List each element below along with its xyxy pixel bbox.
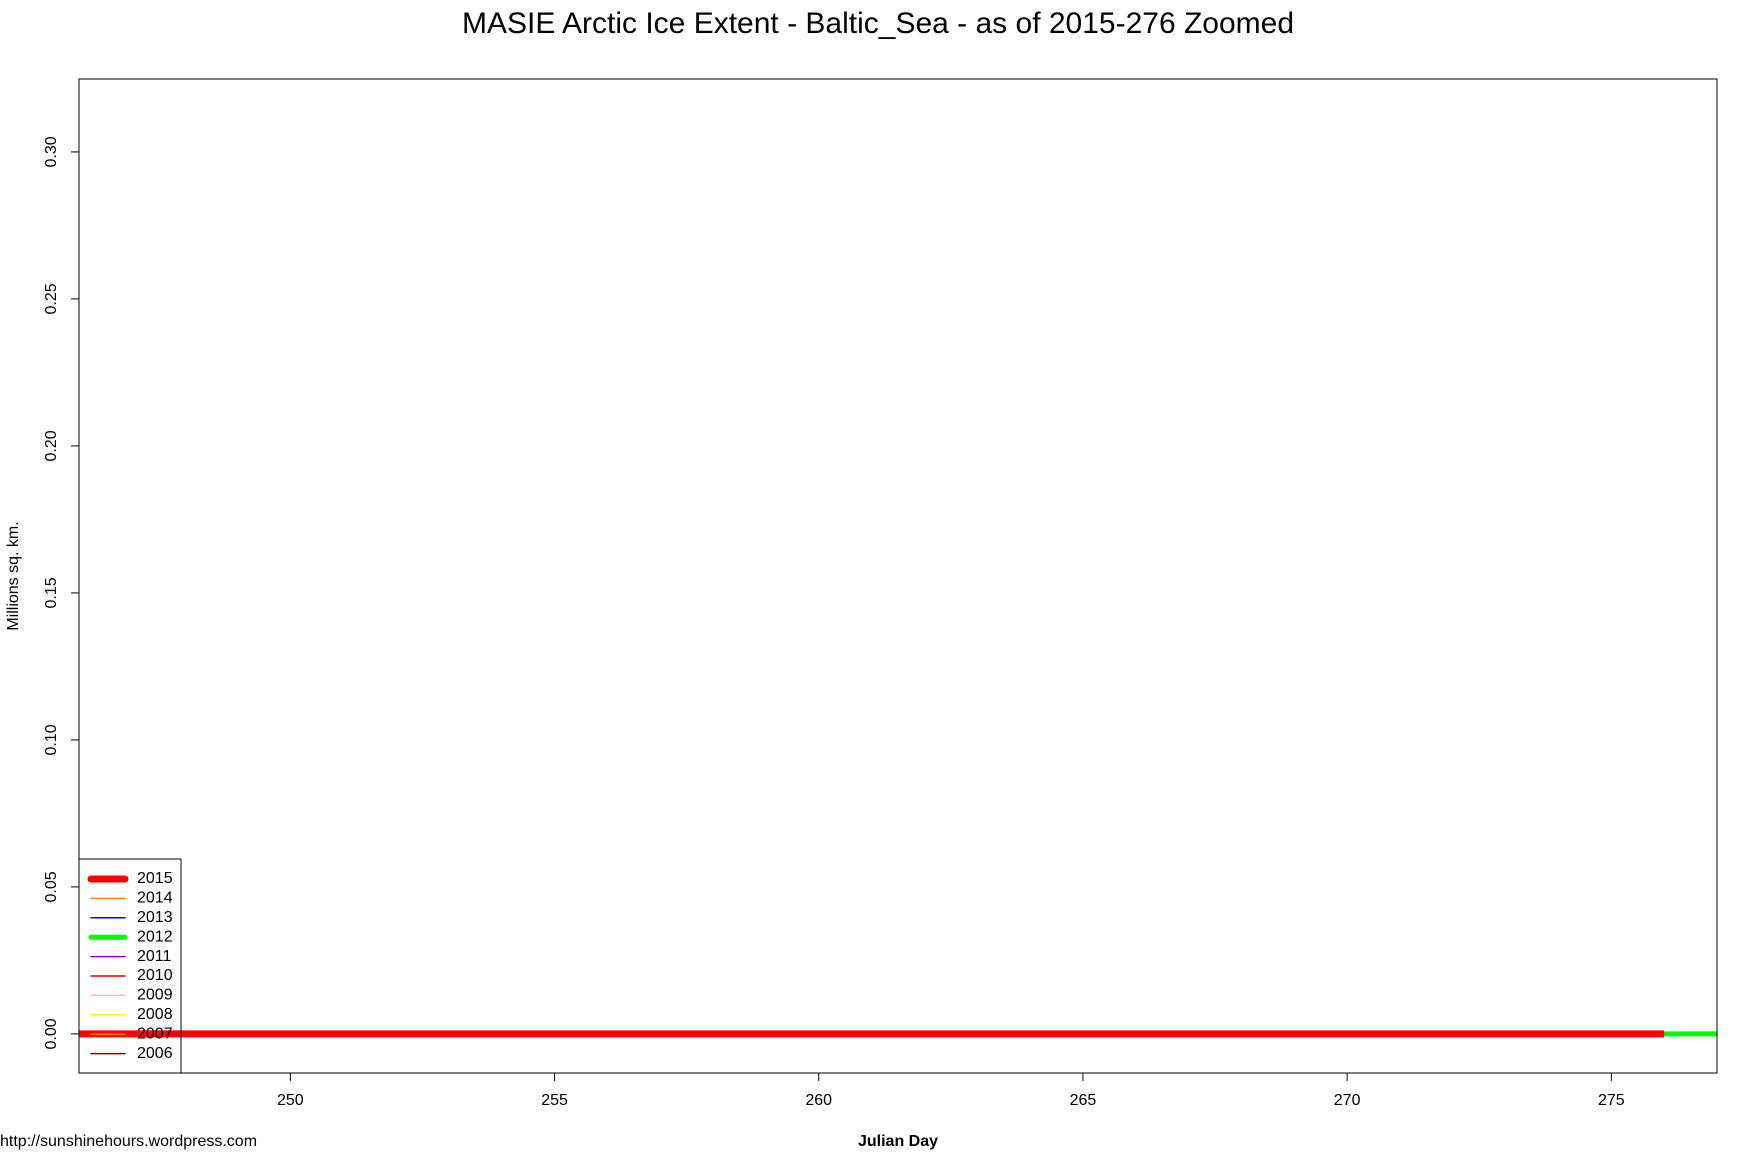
y-tick-label: 0.10 [43,724,60,755]
y-tick-label: 0.30 [43,136,60,167]
legend-label: 2012 [137,928,173,945]
y-tick-label: 0.20 [43,430,60,461]
y-tick-label: 0.05 [43,871,60,902]
legend-label: 2007 [137,1025,173,1042]
x-tick-label: 270 [1334,1092,1361,1109]
plot-frame [78,78,1718,1074]
chart-title: MASIE Arctic Ice Extent - Baltic_Sea - a… [462,7,1294,40]
legend-label: 2015 [137,870,173,887]
y-tick-label: 0.25 [43,283,60,314]
y-tick-label: 0.15 [43,577,60,608]
legend-label: 2011 [137,948,172,965]
x-tick-label: 250 [277,1092,304,1109]
legend-label: 2014 [137,890,173,907]
legend-label: 2010 [137,967,173,984]
legend-label: 2009 [137,987,173,1004]
legend-label: 2006 [137,1045,173,1062]
legend-label: 2013 [137,909,173,926]
source-note: http://sunshinehours.wordpress.com [0,1133,257,1150]
x-tick-label: 255 [541,1092,568,1109]
x-axis-label: Julian Day [858,1133,938,1150]
y-axis-label: Millions sq. km. [5,521,22,630]
x-tick-label: 275 [1598,1092,1625,1109]
y-tick-label: 0.00 [43,1018,60,1049]
x-tick-label: 265 [1070,1092,1097,1109]
x-tick-label: 260 [805,1092,832,1109]
legend-box [78,858,182,1074]
legend-label: 2008 [137,1006,173,1023]
